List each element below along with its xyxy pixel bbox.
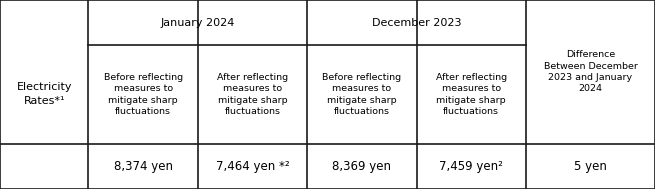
Text: Before reflecting
measures to
mitigate sharp
fluctuations: Before reflecting measures to mitigate s…	[103, 73, 183, 116]
Text: Difference
Between December
2023 and January
2024: Difference Between December 2023 and Jan…	[544, 50, 637, 94]
Text: 5 yen: 5 yen	[574, 160, 607, 173]
Text: January 2024: January 2024	[160, 18, 235, 28]
Text: 8,369 yen: 8,369 yen	[332, 160, 392, 173]
Text: December 2023: December 2023	[372, 18, 461, 28]
Text: 7,464 yen *²: 7,464 yen *²	[215, 160, 290, 173]
Text: After reflecting
measures to
mitigate sharp
fluctuations: After reflecting measures to mitigate sh…	[436, 73, 507, 116]
Text: 7,459 yen²: 7,459 yen²	[440, 160, 503, 173]
Text: Before reflecting
measures to
mitigate sharp
fluctuations: Before reflecting measures to mitigate s…	[322, 73, 402, 116]
Text: After reflecting
measures to
mitigate sharp
fluctuations: After reflecting measures to mitigate sh…	[217, 73, 288, 116]
Text: Electricity
Rates*¹: Electricity Rates*¹	[16, 83, 72, 106]
Text: 8,374 yen: 8,374 yen	[113, 160, 173, 173]
